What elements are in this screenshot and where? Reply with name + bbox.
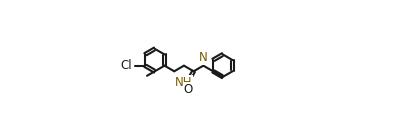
Text: Cl: Cl [120, 59, 132, 72]
Text: H: H [199, 52, 207, 62]
Text: NH: NH [175, 76, 192, 88]
Text: O: O [183, 83, 193, 96]
Text: N: N [199, 51, 208, 64]
